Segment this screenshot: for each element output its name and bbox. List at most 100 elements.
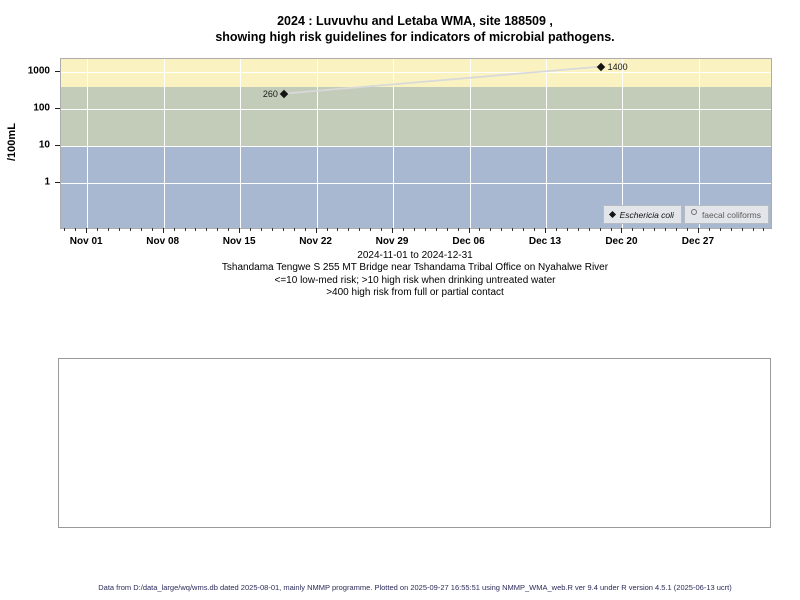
gridline-vertical (87, 59, 89, 228)
gridline-horizontal (61, 72, 771, 73)
x-minor-tick (326, 228, 328, 231)
y-tick (55, 181, 60, 183)
legend-label-escherichia-coli: Eschericia coli (619, 209, 674, 220)
legend-item-escherichia-coli: Eschericia coli (602, 205, 682, 224)
x-tick-label: Nov 08 (146, 236, 180, 247)
x-minor-tick (643, 228, 645, 231)
x-minor-tick (741, 228, 743, 231)
x-minor-tick (260, 228, 262, 231)
x-minor-tick (129, 228, 131, 231)
gridline-vertical (393, 59, 395, 228)
x-tick-label: Nov 01 (69, 236, 103, 247)
filled-diamond-icon (608, 210, 616, 219)
y-tick (55, 107, 60, 109)
x-minor-tick (610, 228, 612, 231)
chart-title-line1: 2024 : Luvuvhu and Letaba WMA, site 1885… (277, 14, 553, 28)
x-tick-label: Dec 27 (681, 236, 715, 247)
x-major-tick (315, 228, 317, 233)
x-minor-tick (730, 228, 732, 231)
y-tick-label: 1000 (27, 65, 50, 77)
x-major-tick (621, 228, 623, 233)
x-major-tick (162, 228, 164, 233)
x-minor-tick (271, 228, 273, 231)
x-minor-tick (446, 228, 448, 231)
x-major-tick (86, 228, 88, 233)
x-minor-tick (566, 228, 568, 231)
gridline-vertical (163, 59, 165, 228)
data-point-label: 260 (262, 88, 278, 99)
gridline-vertical (469, 59, 471, 228)
x-major-tick (239, 228, 241, 233)
x-minor-tick (676, 228, 678, 231)
gridline-horizontal (61, 108, 771, 110)
x-minor-tick (719, 228, 721, 231)
x-minor-tick (588, 228, 590, 231)
x-minor-tick (250, 228, 252, 231)
x-minor-tick (555, 228, 557, 231)
x-tick-label: Nov 15 (222, 236, 256, 247)
x-minor-tick (140, 228, 142, 231)
x-minor-tick (293, 228, 295, 231)
caption-block: 2024-11-01 to 2024-12-31 Tshandama Tengw… (60, 250, 770, 300)
gridline-horizontal (61, 145, 771, 147)
x-minor-tick (118, 228, 120, 231)
footer-note: Data from D:/data_large/wq/wms.db dated … (98, 583, 732, 592)
open-circle-icon (690, 208, 697, 215)
x-minor-tick (457, 228, 459, 231)
x-minor-tick (64, 228, 66, 231)
y-tick-label: 10 (38, 139, 50, 151)
x-minor-tick (304, 228, 306, 231)
x-minor-tick (763, 228, 765, 231)
x-major-tick (392, 228, 394, 233)
x-minor-tick (108, 228, 110, 231)
x-minor-tick (75, 228, 77, 231)
y-tick (55, 144, 60, 146)
chart-title: 2024 : Luvuvhu and Letaba WMA, site 1885… (60, 13, 770, 45)
x-minor-tick (413, 228, 415, 231)
x-minor-tick (686, 228, 688, 231)
x-minor-tick (512, 228, 514, 231)
x-minor-tick (479, 228, 481, 231)
gridline-vertical (240, 59, 242, 228)
x-minor-tick (228, 228, 230, 231)
x-minor-tick (665, 228, 667, 231)
x-tick-label: Nov 29 (375, 236, 409, 247)
x-minor-tick (282, 228, 284, 231)
x-minor-tick (632, 228, 634, 231)
x-tick-label: Dec 13 (528, 236, 562, 247)
x-tick-label: Dec 20 (605, 236, 638, 247)
series-line (283, 65, 601, 95)
x-minor-tick (151, 228, 153, 231)
gridline-vertical (545, 59, 547, 228)
gridline-vertical (316, 59, 318, 228)
x-minor-tick (348, 228, 350, 231)
empty-panel (58, 358, 771, 528)
risk-band (61, 86, 771, 146)
x-minor-tick (173, 228, 175, 231)
x-minor-tick (381, 228, 383, 231)
x-minor-tick (424, 228, 426, 231)
y-tick-label: 100 (33, 102, 50, 114)
x-minor-tick (402, 228, 404, 231)
y-axis: 1 10 100 1000 (0, 58, 60, 227)
x-minor-tick (217, 228, 219, 231)
y-tick-label: 1 (44, 176, 50, 188)
x-major-tick (544, 228, 546, 233)
x-minor-tick (337, 228, 339, 231)
caption-risk-contact: >400 high risk from full or partial cont… (326, 287, 504, 299)
x-minor-tick (490, 228, 492, 231)
x-minor-tick (523, 228, 525, 231)
x-minor-tick (97, 228, 99, 231)
x-minor-tick (370, 228, 372, 231)
x-minor-tick (195, 228, 197, 231)
data-point-label: 1400 (607, 61, 628, 72)
x-axis: Nov 01 Nov 08 Nov 15 Nov 22 Nov 29 Dec 06 Dec … (60, 228, 770, 254)
x-minor-tick (359, 228, 361, 231)
x-minor-tick (577, 228, 579, 231)
x-minor-tick (752, 228, 754, 231)
x-tick-label: Dec 06 (452, 236, 485, 247)
caption-site-description: Tshandama Tengwe S 255 MT Bridge near Ts… (221, 262, 609, 274)
legend-item-faecal-coliforms: faecal coliforms (683, 205, 769, 224)
y-tick (55, 71, 60, 72)
